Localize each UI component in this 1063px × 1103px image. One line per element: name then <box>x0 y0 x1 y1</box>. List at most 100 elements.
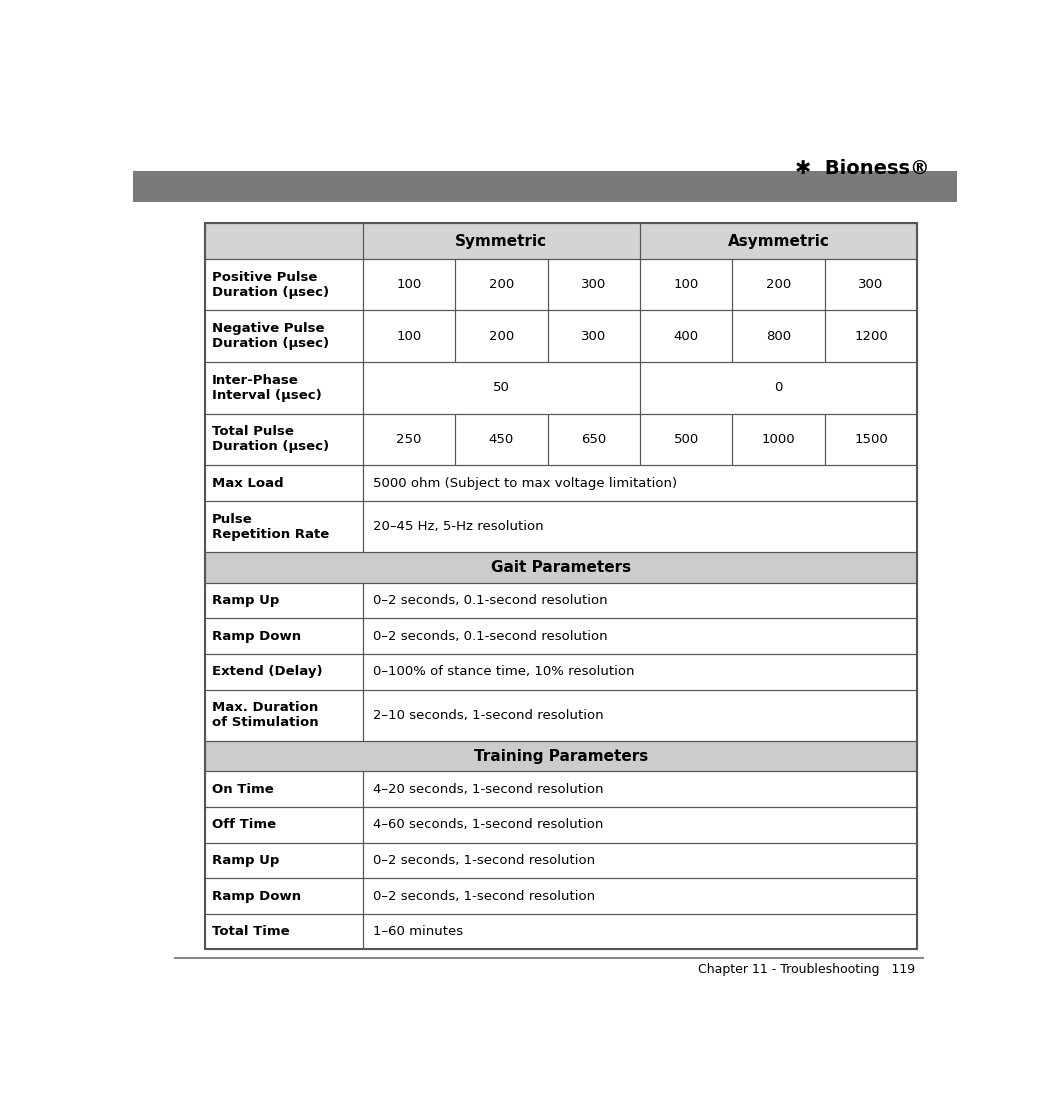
Bar <box>362 223 640 259</box>
Bar <box>174 957 924 959</box>
Text: Total Pulse
Duration (µsec): Total Pulse Duration (µsec) <box>212 426 330 453</box>
Bar <box>205 223 362 259</box>
Bar <box>362 259 455 310</box>
Text: Ramp Down: Ramp Down <box>212 889 301 902</box>
Text: 300: 300 <box>581 278 606 291</box>
Bar <box>732 259 825 310</box>
Bar <box>362 501 917 553</box>
Bar <box>205 223 362 259</box>
Text: 1–60 minutes: 1–60 minutes <box>372 925 462 938</box>
Text: 100: 100 <box>396 278 422 291</box>
Bar <box>205 843 362 878</box>
Bar <box>362 310 455 362</box>
Text: 0: 0 <box>774 382 782 395</box>
Text: 250: 250 <box>396 433 422 446</box>
Bar <box>205 414 362 465</box>
Bar <box>362 807 917 843</box>
Bar <box>362 310 455 362</box>
Bar <box>640 414 732 465</box>
Bar <box>640 414 732 465</box>
Bar <box>362 501 917 553</box>
Bar <box>205 689 362 741</box>
Bar <box>362 913 917 950</box>
Bar <box>205 553 917 582</box>
Text: On Time: On Time <box>212 783 273 795</box>
Bar <box>640 259 732 310</box>
Text: 0–2 seconds, 0.1-second resolution: 0–2 seconds, 0.1-second resolution <box>372 630 607 643</box>
Bar <box>205 582 362 619</box>
Bar <box>205 913 362 950</box>
Bar <box>362 582 917 619</box>
Bar <box>205 310 362 362</box>
Bar <box>640 223 917 259</box>
Bar <box>455 259 547 310</box>
Text: Asymmetric: Asymmetric <box>727 234 829 248</box>
Bar <box>205 878 362 913</box>
Bar <box>640 362 917 414</box>
Bar <box>362 771 917 807</box>
Bar <box>205 362 362 414</box>
Bar <box>362 807 917 843</box>
Bar <box>205 223 917 950</box>
Text: 200: 200 <box>766 278 791 291</box>
Text: Symmetric: Symmetric <box>455 234 547 248</box>
Text: 4–60 seconds, 1-second resolution: 4–60 seconds, 1-second resolution <box>372 818 603 832</box>
Bar <box>640 310 732 362</box>
Text: 100: 100 <box>396 330 422 343</box>
Bar <box>205 553 917 582</box>
Bar <box>205 878 362 913</box>
Bar <box>547 310 640 362</box>
Bar <box>825 259 917 310</box>
Bar <box>547 259 640 310</box>
Text: 500: 500 <box>674 433 698 446</box>
Bar <box>640 362 917 414</box>
Bar <box>362 689 917 741</box>
Text: 2–10 seconds, 1-second resolution: 2–10 seconds, 1-second resolution <box>372 709 603 721</box>
Bar <box>362 465 917 501</box>
Bar <box>362 654 917 689</box>
Bar <box>362 771 917 807</box>
Text: Ramp Down: Ramp Down <box>212 630 301 643</box>
Text: Max Load: Max Load <box>212 476 284 490</box>
Bar <box>640 223 917 259</box>
Text: 20–45 Hz, 5-Hz resolution: 20–45 Hz, 5-Hz resolution <box>372 521 543 533</box>
Text: Off Time: Off Time <box>212 818 276 832</box>
Bar <box>205 771 362 807</box>
Bar <box>205 465 362 501</box>
Bar <box>362 259 455 310</box>
Bar <box>362 414 455 465</box>
Bar <box>362 654 917 689</box>
Bar <box>205 310 362 362</box>
Text: 5000 ohm (Subject to max voltage limitation): 5000 ohm (Subject to max voltage limitat… <box>372 476 677 490</box>
Bar <box>455 414 547 465</box>
Bar <box>205 741 917 771</box>
Bar <box>732 259 825 310</box>
Text: 650: 650 <box>581 433 606 446</box>
Bar <box>455 259 547 310</box>
Text: 1000: 1000 <box>762 433 795 446</box>
Bar <box>547 414 640 465</box>
Text: 400: 400 <box>674 330 698 343</box>
Bar <box>640 259 732 310</box>
Text: Gait Parameters: Gait Parameters <box>491 560 631 575</box>
Text: Ramp Up: Ramp Up <box>212 854 280 867</box>
Bar <box>825 414 917 465</box>
Bar <box>547 414 640 465</box>
Text: 4–20 seconds, 1-second resolution: 4–20 seconds, 1-second resolution <box>372 783 603 795</box>
Bar <box>133 171 957 202</box>
Bar <box>362 414 455 465</box>
Text: 100: 100 <box>674 278 698 291</box>
Text: Extend (Delay): Extend (Delay) <box>212 665 322 678</box>
Bar <box>362 689 917 741</box>
Bar <box>362 362 640 414</box>
Bar <box>455 414 547 465</box>
Bar <box>205 771 362 807</box>
Bar <box>205 654 362 689</box>
Bar <box>455 310 547 362</box>
Text: Chapter 11 - Troubleshooting   119: Chapter 11 - Troubleshooting 119 <box>698 963 915 976</box>
Bar <box>205 807 362 843</box>
Bar <box>547 259 640 310</box>
Text: 300: 300 <box>581 330 606 343</box>
Text: Ramp Up: Ramp Up <box>212 595 280 607</box>
Text: 50: 50 <box>493 382 510 395</box>
